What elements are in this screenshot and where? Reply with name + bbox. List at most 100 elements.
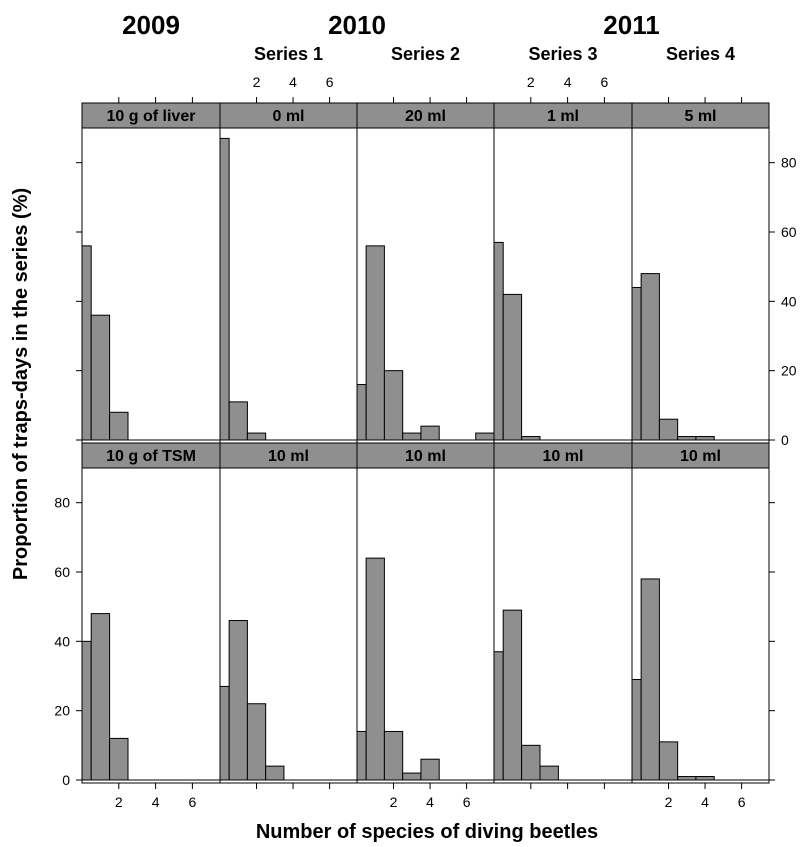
- histogram-bar: [365, 245, 385, 441]
- x-tick-label-bottom: 6: [738, 794, 746, 810]
- panel-border: [631, 467, 770, 784]
- histogram-bar: [219, 685, 230, 781]
- histogram-bar: [383, 730, 404, 781]
- panel-strip-label: 0 ml: [272, 108, 304, 125]
- histogram-bar: [502, 609, 523, 781]
- histogram-bar: [383, 370, 404, 441]
- x-axis-title: Number of species of diving beetles: [256, 821, 598, 843]
- histogram-bar: [640, 578, 660, 781]
- histogram-bar: [539, 765, 559, 781]
- histogram-bar: [228, 620, 248, 781]
- panel-strip: [356, 102, 495, 129]
- histogram-bar: [475, 432, 495, 441]
- panel-strip-label: 1 ml: [547, 108, 579, 125]
- panel-strip-label: 10 ml: [405, 448, 446, 465]
- panel-strip-label: 10 g of liver: [107, 108, 196, 125]
- histogram-bar: [493, 651, 504, 781]
- histogram-bar: [521, 436, 541, 441]
- x-tick-label-bottom: 6: [463, 794, 471, 810]
- histogram-bar: [677, 776, 697, 781]
- x-tick-label-top: 6: [326, 74, 334, 90]
- histogram-bar: [246, 432, 267, 441]
- histogram-bar: [90, 613, 111, 781]
- panel: 10 ml: [219, 442, 358, 784]
- x-tick-label-bottom: 2: [390, 794, 398, 810]
- histogram-bar: [658, 418, 679, 441]
- histogram-bar: [402, 432, 422, 441]
- panel-strip: [81, 442, 221, 469]
- panel-strip-label: 10 ml: [543, 448, 584, 465]
- panel: 10 ml: [631, 442, 770, 784]
- panel: 10 ml: [493, 442, 633, 784]
- histogram-bar: [493, 241, 504, 441]
- histogram-bar: [695, 436, 715, 441]
- y-tick-label-left: 20: [54, 703, 70, 719]
- panel-strip: [356, 442, 495, 469]
- y-tick-label-right: 0: [781, 432, 789, 448]
- histogram-bar: [81, 245, 92, 441]
- histogram-bar: [658, 741, 679, 781]
- histogram-bar: [420, 758, 440, 781]
- histogram-bar: [81, 640, 92, 781]
- x-tick-label-bottom: 4: [701, 794, 709, 810]
- histogram-bar: [365, 557, 385, 781]
- series-label: Series 3: [528, 44, 597, 64]
- x-tick-label-bottom: 2: [665, 794, 673, 810]
- panel-strip-label: 10 ml: [680, 448, 721, 465]
- histogram-bar: [90, 314, 111, 441]
- y-tick-label-right: 80: [781, 155, 797, 171]
- panel: 5 ml: [631, 102, 770, 444]
- panel: 10 g of TSM: [81, 442, 221, 784]
- histogram-bar: [109, 411, 129, 441]
- histogram-bar: [631, 678, 642, 781]
- series-label: Series 2: [391, 44, 460, 64]
- y-tick-label-left: 60: [54, 564, 70, 580]
- y-tick-label-right: 40: [781, 293, 797, 309]
- histogram-bar: [219, 137, 230, 441]
- x-tick-label-top: 6: [601, 74, 609, 90]
- x-tick-label-bottom: 2: [115, 794, 123, 810]
- panel: 1 ml: [493, 102, 633, 444]
- x-tick-label-top: 4: [289, 74, 297, 90]
- histogram-bar: [640, 273, 660, 441]
- histogram-bar: [420, 425, 440, 441]
- histogram-bar: [356, 384, 367, 441]
- y-tick-label-left: 40: [54, 633, 70, 649]
- panel-grid: 10 g of liver 0 ml 20 ml 1 ml 5 ml 10 g of TS…: [81, 102, 770, 784]
- x-tick-label-top: 2: [253, 74, 261, 90]
- histogram-bar: [246, 703, 267, 781]
- chart-header: 2009 2010 2011 Series 1 Series 2 Series 3 Seri…: [122, 10, 735, 64]
- histogram-bar: [402, 772, 422, 781]
- panel-strip: [631, 442, 770, 469]
- panel: 10 ml: [356, 442, 495, 784]
- panel: 20 ml: [356, 102, 495, 444]
- y-tick-label-left: 0: [62, 772, 70, 788]
- histogram-bar: [228, 401, 248, 441]
- year-label: 2010: [328, 10, 386, 40]
- panel: 10 g of liver: [81, 102, 221, 444]
- y-tick-label-left: 80: [54, 495, 70, 511]
- y-tick-label-right: 60: [781, 224, 797, 240]
- series-label: Series 1: [254, 44, 323, 64]
- series-label: Series 4: [666, 44, 735, 64]
- x-tick-label-bottom: 4: [426, 794, 434, 810]
- y-tick-label-right: 20: [781, 363, 797, 379]
- panel: 0 ml: [219, 102, 358, 444]
- x-tick-label-bottom: 4: [152, 794, 160, 810]
- panel-strip-label: 10 ml: [268, 448, 309, 465]
- histogram-bar: [695, 776, 715, 781]
- histogram-bar: [677, 436, 697, 441]
- panel-strip-label: 5 ml: [684, 108, 716, 125]
- panel-strip: [219, 442, 358, 469]
- histogram-bar: [521, 744, 541, 781]
- histogram-bar: [502, 293, 523, 441]
- panel-border: [219, 127, 358, 444]
- panel-strip: [631, 102, 770, 129]
- panel-strip-label: 10 g of TSM: [106, 448, 196, 465]
- x-tick-label-top: 4: [564, 74, 572, 90]
- histogram-bar: [109, 737, 129, 781]
- histogram-bar: [356, 730, 367, 781]
- panel-strip: [81, 102, 221, 129]
- year-label: 2009: [122, 10, 180, 40]
